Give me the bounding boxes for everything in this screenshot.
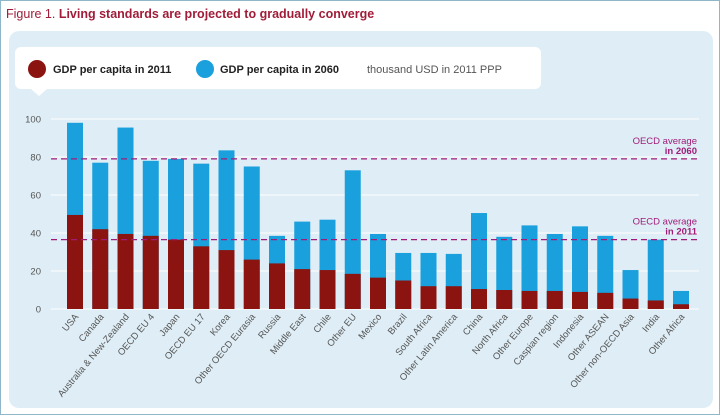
x-category-label: Mexico <box>357 312 385 342</box>
reference-label: OECD average <box>633 217 697 228</box>
bar-2011 <box>673 304 689 309</box>
bar-2011 <box>370 277 386 309</box>
bar-2060 <box>572 226 588 309</box>
bar-2011 <box>546 290 563 309</box>
x-category-label: Korea <box>208 311 233 338</box>
x-category-label: India <box>640 311 662 334</box>
bar-2011 <box>243 259 260 309</box>
reference-sublabel: in 2011 <box>665 227 697 238</box>
legend-box <box>15 47 541 89</box>
reference-label: OECD average <box>633 136 697 147</box>
legend-pointer <box>31 89 47 96</box>
bar-2011 <box>294 269 311 309</box>
bar-2060 <box>471 213 487 309</box>
bar-2011 <box>496 290 513 309</box>
bar-2011 <box>142 235 159 309</box>
y-tick-label: 60 <box>30 191 41 202</box>
bar-2011 <box>193 246 210 309</box>
bar-2011 <box>622 298 639 309</box>
y-tick-label: 20 <box>30 267 41 278</box>
bar-2011 <box>471 289 487 309</box>
x-category-label: USA <box>60 311 81 334</box>
legend-label-2060: GDP per capita in 2060 <box>220 64 339 76</box>
bar-2011 <box>420 286 437 309</box>
y-tick-label: 0 <box>36 305 41 316</box>
legend-label-2011: GDP per capita in 2011 <box>53 64 171 76</box>
bar-2011 <box>572 291 588 309</box>
bar-2060 <box>647 239 664 309</box>
x-category-label: Brazil <box>386 312 410 337</box>
bar-2011 <box>269 263 285 309</box>
legend-unit-note: thousand USD in 2011 PPP <box>367 64 502 76</box>
bar-2011 <box>218 250 235 309</box>
bar-2011 <box>92 229 109 309</box>
y-tick-label: 80 <box>30 153 41 164</box>
legend-swatch-2060 <box>196 60 214 78</box>
bar-2011 <box>597 292 614 309</box>
figure-title-text: Living standards are projected to gradua… <box>58 7 375 21</box>
bar-2060 <box>597 235 614 309</box>
x-category-label: Chile <box>311 312 333 336</box>
bar-2011 <box>647 300 664 309</box>
bar-2060 <box>546 233 563 309</box>
bar-2011 <box>521 290 538 309</box>
bar-2060 <box>521 225 538 309</box>
reference-sublabel: in 2060 <box>665 146 697 157</box>
figure-title: Figure 1. Living standards are projected… <box>6 7 374 21</box>
bar-2011 <box>67 214 83 309</box>
bar-2011 <box>117 233 134 309</box>
figure-number: Figure 1. <box>6 7 56 21</box>
bar-2011 <box>319 270 336 309</box>
y-tick-label: 40 <box>30 229 41 240</box>
bar-2011 <box>445 286 462 309</box>
bar-2011 <box>395 280 412 309</box>
x-category-label: China <box>461 311 486 338</box>
bar-2011 <box>344 273 361 309</box>
x-category-label: Japan <box>157 312 182 339</box>
legend-swatch-2011 <box>28 60 46 78</box>
bar-2011 <box>168 239 184 309</box>
y-tick-label: 100 <box>25 115 41 126</box>
